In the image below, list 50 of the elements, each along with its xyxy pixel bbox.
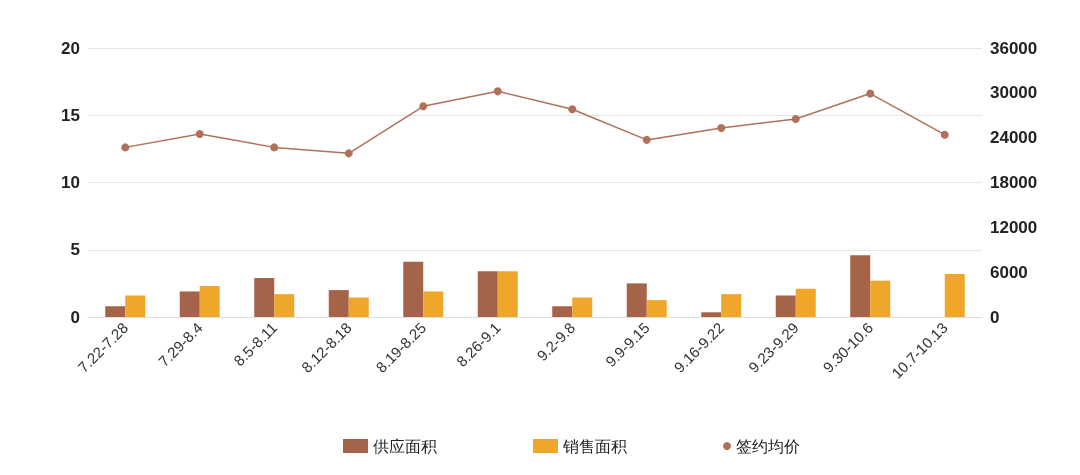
y2-tick-label: 12000 — [990, 217, 1038, 237]
y2-tick-label: 6000 — [990, 262, 1028, 282]
point — [642, 135, 651, 144]
point — [717, 123, 726, 132]
bar — [403, 261, 424, 317]
point — [568, 105, 577, 114]
point — [195, 129, 204, 138]
y2-tick-label: 30000 — [990, 83, 1038, 103]
bar — [105, 306, 126, 317]
y-tick-label: 0 — [70, 307, 80, 327]
bar — [552, 306, 573, 317]
bar — [497, 271, 518, 317]
bar — [850, 255, 871, 317]
bar — [348, 297, 369, 317]
bar — [125, 295, 146, 317]
legend-label: 供应面积 — [373, 437, 437, 455]
bar — [721, 294, 742, 317]
bar — [870, 280, 891, 317]
bar — [477, 271, 498, 317]
bar — [274, 294, 295, 317]
legend-label: 签约均价 — [736, 437, 800, 455]
point — [791, 114, 800, 123]
point — [121, 143, 130, 152]
y-tick-label: 10 — [61, 173, 80, 192]
point — [270, 143, 279, 152]
bar — [199, 286, 220, 317]
y2-tick-label: 18000 — [990, 173, 1038, 192]
y-tick-label: 15 — [61, 105, 80, 125]
bar — [701, 312, 722, 317]
bar — [423, 291, 444, 317]
bar — [775, 295, 796, 317]
point — [493, 87, 502, 96]
bar — [646, 300, 667, 317]
point — [344, 149, 353, 158]
bar — [254, 278, 275, 317]
y2-tick-label: 36000 — [990, 38, 1038, 58]
legend-label: 销售面积 — [562, 437, 627, 455]
bar — [626, 283, 647, 317]
bar — [572, 297, 593, 317]
bar — [795, 288, 816, 317]
y2-tick-label: 24000 — [990, 128, 1038, 148]
y2-tick-label: 0 — [990, 307, 1000, 327]
y-tick-label: 20 — [61, 38, 80, 58]
bar — [179, 291, 200, 317]
point — [940, 130, 949, 139]
point — [419, 102, 428, 111]
y-tick-label: 5 — [70, 240, 80, 260]
bar — [328, 290, 349, 317]
point — [866, 89, 875, 98]
bar — [944, 273, 965, 317]
